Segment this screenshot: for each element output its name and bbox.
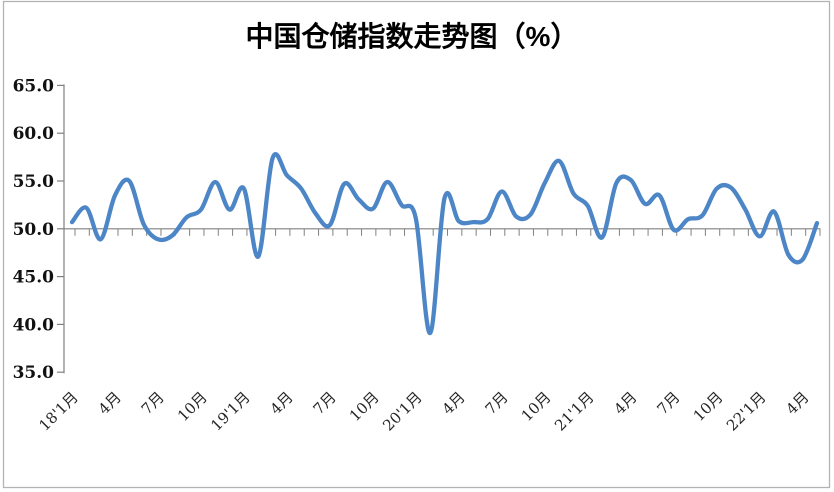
x-axis-tick-label: 10月 [518,388,555,425]
y-axis-tick-label: 35.0 [13,363,55,383]
y-axis-tick-label: 45.0 [13,268,55,288]
x-axis-tick-label: 4月 [610,388,640,418]
x-axis-tick-label: 4月 [95,388,125,418]
x-axis-tick-label: 7月 [653,388,683,418]
x-axis-tick-label: 4月 [267,388,297,418]
x-axis-tick-label: 7月 [482,388,512,418]
y-axis-tick-label: 60.0 [13,124,55,144]
y-axis-tick-label: 50.0 [13,220,55,240]
y-axis-tick-label: 55.0 [13,172,55,192]
x-axis-tick-label: 22'1月 [723,388,770,435]
x-axis-tick-label: 7月 [138,388,168,418]
x-axis-tick-label: 10月 [174,388,211,425]
x-axis-tick-label: 19'1月 [207,388,254,435]
x-axis-tick-label: 21'1月 [551,388,598,435]
warehousing-index-trend-line [69,152,820,336]
y-axis-tick-label: 65.0 [13,76,55,96]
y-axis-tick-label: 40.0 [13,315,55,335]
x-axis-tick-label: 20'1月 [379,388,426,435]
x-axis-tick-label: 4月 [439,388,469,418]
y-axis: 65.0 60.0 55.0 50.0 45.0 40.0 35.0 [13,76,65,383]
x-axis-tick-label: 18'1月 [35,388,82,435]
x-axis-tick-label: 10月 [690,388,727,425]
x-axis-tick-label: 10月 [346,388,383,425]
x-axis-tick-label: 7月 [310,388,340,418]
x-axis-tick-label: 4月 [782,388,812,418]
chart-title: 中国仓储指数走势图（%） [246,20,579,52]
